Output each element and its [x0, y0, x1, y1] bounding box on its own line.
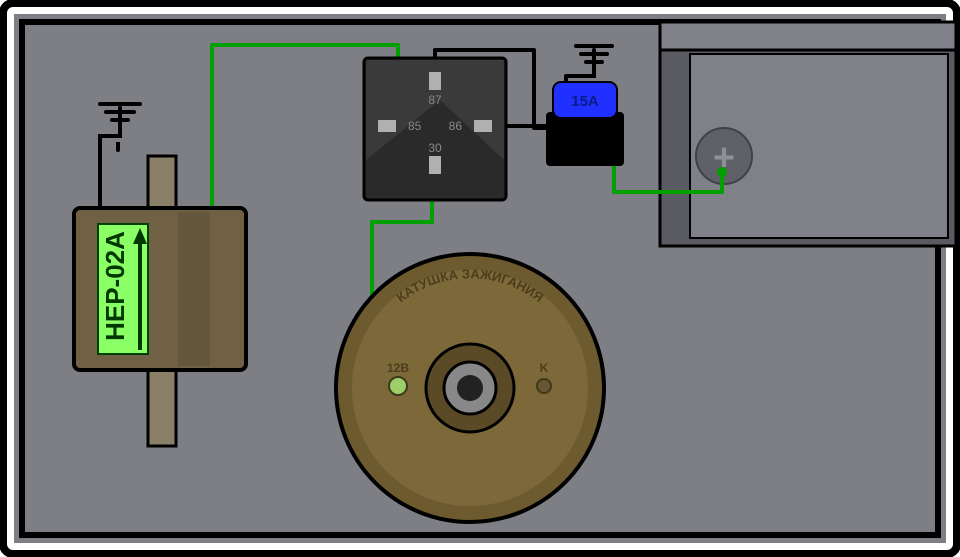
wiring-diagram: + — [0, 0, 960, 557]
relay-label-86: 86 — [449, 119, 463, 133]
diagram-frame: + — [0, 0, 960, 557]
battery: + — [660, 22, 956, 246]
coil-label-k: K — [540, 361, 549, 375]
relay-label-87: 87 — [428, 93, 442, 107]
pump-label: HEP-02A — [100, 231, 130, 341]
coil-label-12v: 12B — [387, 361, 409, 375]
fuse: 15A — [546, 82, 624, 166]
relay-label-85: 85 — [408, 119, 422, 133]
pump-neck-top — [148, 156, 176, 212]
relay-pin-30 — [429, 156, 441, 174]
relay-pin-85 — [378, 120, 396, 132]
coil-terminal-k — [537, 379, 551, 393]
fuse-label: 15A — [571, 93, 599, 110]
relay-pin-86 — [474, 120, 492, 132]
ignition-coil: КАТУШКА ЗАЖИГАНИЯ 12B K — [336, 254, 604, 522]
pump-neck-bottom — [148, 366, 176, 446]
coil-terminal-12v — [389, 377, 407, 395]
relay-label-30: 30 — [428, 141, 442, 155]
battery-plus-contact — [717, 167, 727, 177]
relay-pin-87 — [429, 72, 441, 90]
relay: 87 85 86 30 — [364, 58, 506, 200]
